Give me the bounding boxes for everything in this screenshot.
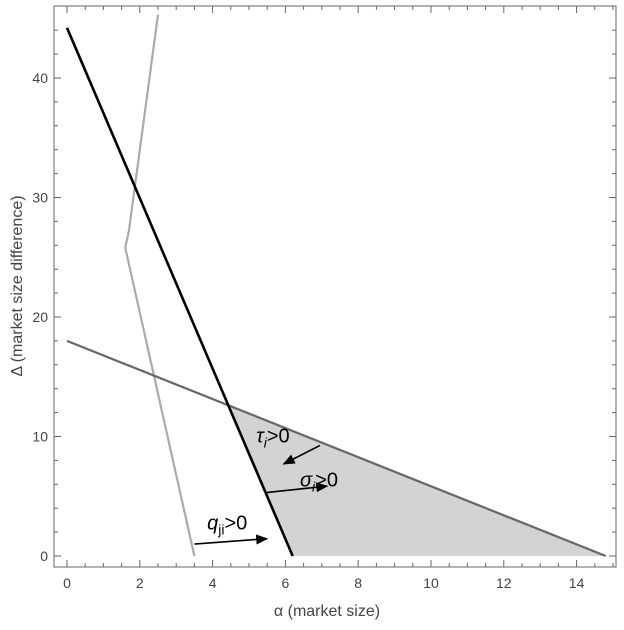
plot-frame [53,5,617,568]
x-tick-label: 12 [496,575,512,591]
arrow-tau [282,444,321,465]
series-line-black [65,27,294,557]
x-tick-label: 2 [136,575,144,591]
x-tick-label: 0 [63,575,71,591]
y-tick-label: 40 [32,70,48,86]
series-line-light-gray [124,14,196,557]
y-tick-label: 0 [40,548,48,564]
arrow-q [194,534,269,545]
x-tick-label: 8 [354,575,362,591]
annotation-sigma: σi>0 [300,470,338,495]
arrow-sigma [265,482,329,494]
annotation-q: qji>0 [207,513,247,538]
annotation-tau: τi>0 [256,425,289,450]
y-tick-label: 10 [32,429,48,445]
x-tick-label: 6 [282,575,290,591]
x-tick-label: 10 [423,575,439,591]
y-tick-label: 20 [32,309,48,325]
y-axis-label: Δ (market size difference) [9,195,26,376]
x-tick-label: 4 [209,575,217,591]
series-line-dark-gray [66,339,607,558]
x-tick-label: 14 [569,575,585,591]
x-axis-label: α (market size) [274,603,380,620]
y-tick-label: 30 [32,190,48,206]
